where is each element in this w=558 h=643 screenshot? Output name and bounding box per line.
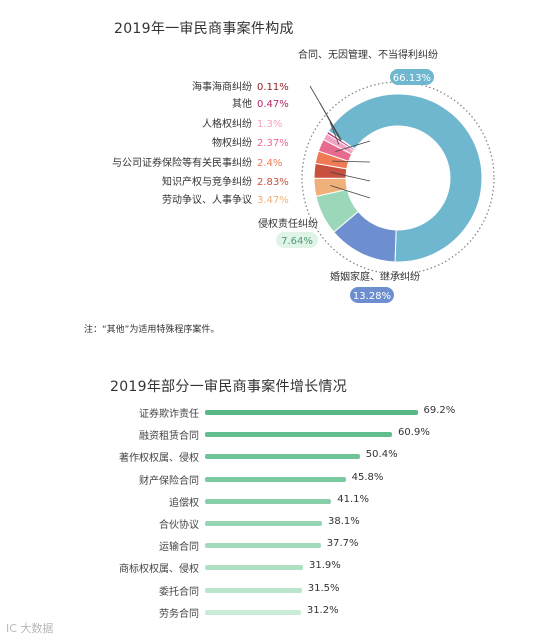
bar-category-label: 劳务合同 <box>159 608 199 620</box>
bar-category-label: 合伙协议 <box>159 520 199 531</box>
leader-line-5 <box>330 171 371 182</box>
donut-dashed-ring <box>301 81 495 275</box>
leader-line-6 <box>332 160 371 163</box>
bar-value-label: 60.9% <box>398 427 430 439</box>
bar-value-label: 31.2% <box>306 604 339 616</box>
slice-1-badge <box>390 69 434 85</box>
leader-line-7 <box>335 140 371 152</box>
bar-category-label: 财产保险合同 <box>139 475 199 487</box>
slice-label-2: 婚姻家庭、继承纠纷 <box>330 270 420 283</box>
bar-category-label: 融资租赁合同 <box>139 431 199 443</box>
donut-slice-1 <box>327 93 483 263</box>
bar <box>205 432 393 438</box>
slice-label-10: 海事海商纠纷 <box>192 80 252 93</box>
bar <box>205 609 301 615</box>
bar-value-label: 31.9% <box>308 560 341 572</box>
slice-label-9: 其他 <box>232 97 252 110</box>
bar-category-label: 追偿权 <box>169 497 199 509</box>
bar-category-label: 商标权权属、侵权 <box>119 564 199 576</box>
chart-note: 注：“其他”为适用特殊程序案件。 <box>84 325 220 335</box>
bar <box>205 587 302 593</box>
slice-label-4: 劳动争议、人事争议 <box>162 193 252 206</box>
slice-2-badge <box>350 287 394 303</box>
bar-category-label: 运输合同 <box>159 542 199 554</box>
watermark: IC 大数据 <box>6 622 54 635</box>
slice-1-value: 66.13% <box>393 73 431 84</box>
bar <box>205 476 346 482</box>
slice-label-6: 与公司证券保险等有关民事纠纷 <box>112 156 252 169</box>
slice-label-8: 人格权纠纷 <box>202 117 252 130</box>
bar-chart-title: 2019年部分一审民商事案件增长情况 <box>110 379 348 395</box>
bar-value-label: 41.1% <box>337 493 370 505</box>
bar-value-label: 31.5% <box>307 582 340 594</box>
bar-category-label: 著作权权属、侵权 <box>119 453 199 465</box>
slice-3-value: 7.64% <box>281 236 313 247</box>
slice-3-badge <box>276 232 318 248</box>
slice-value-6: 2.4% <box>257 158 282 169</box>
bar-value-label: 38.1% <box>328 516 360 527</box>
bar <box>205 410 418 415</box>
leader-line-10 <box>309 85 342 141</box>
donut-chart-title: 2019年一审民商事案件构成 <box>114 21 294 37</box>
slice-value-5: 2.83% <box>257 177 289 188</box>
slice-label-5: 知识产权与竞争纠纷 <box>162 175 252 188</box>
slice-value-8: 1.3% <box>257 119 282 130</box>
leader-line-4 <box>330 185 371 199</box>
slice-value-7: 2.37% <box>257 138 289 149</box>
bar <box>205 521 323 526</box>
slice-value-9: 0.47% <box>257 99 289 110</box>
slice-label-7: 物权纠纷 <box>212 136 252 149</box>
slice-value-4: 3.47% <box>257 195 289 206</box>
slice-label-3: 侵权责任纠纷 <box>258 217 318 230</box>
bar <box>205 565 303 571</box>
slice-2-value: 13.28% <box>353 291 391 302</box>
bar-category-label: 证券欺诈责任 <box>139 409 199 420</box>
bar-value-label: 69.2% <box>423 405 456 416</box>
slice-value-10: 0.11% <box>257 82 289 93</box>
bar-category-label: 委托合同 <box>159 586 199 598</box>
bar-value-label: 37.7% <box>326 538 359 550</box>
bar <box>205 454 360 460</box>
bar <box>205 498 332 504</box>
leader-line-8 <box>329 121 340 145</box>
donut-chart: 合同、无因管理、不当得利纠纷 66.13% 婚姻家庭、继承纠纷 13.28% 侵权责任纠… <box>112 48 495 303</box>
bar-value-label: 50.4% <box>365 449 398 461</box>
bar-value-label: 45.8% <box>351 471 384 483</box>
bar <box>205 543 321 549</box>
slice-label-1: 合同、无因管理、不当得利纠纷 <box>298 48 438 61</box>
